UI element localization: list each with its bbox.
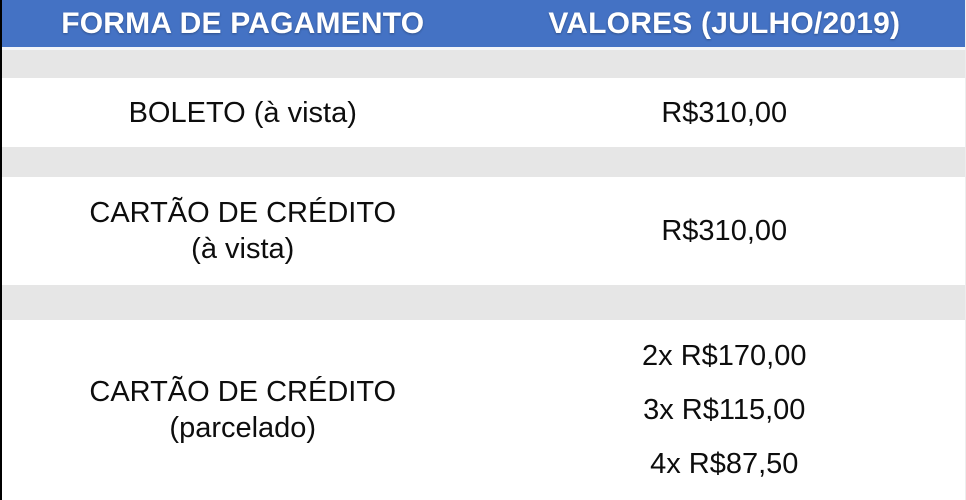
spacer-band [2,147,965,177]
header-label-values: VALORES (JULHO/2019) [548,6,901,40]
header-label-payment-method: FORMA DE PAGAMENTO [61,6,425,40]
header-separator [2,47,965,50]
method-sublabel: (à vista) [191,233,295,265]
table-header-row: FORMA DE PAGAMENTO VALORES (JULHO/2019) [2,0,965,47]
table-row-cartao-avista: CARTÃO DE CRÉDITO (à vista) R$310,00 [2,177,965,285]
method-label: BOLETO (à vista) [128,96,357,129]
method-cell: BOLETO (à vista) [2,78,484,147]
method-sublabel: (parcelado) [169,412,317,444]
value-cell: R$310,00 [484,177,966,285]
value-label: R$310,00 [661,215,788,247]
method-cell: CARTÃO DE CRÉDITO (parcelado) [2,320,484,500]
method-label: CARTÃO DE CRÉDITO [89,197,397,229]
value-label-installment-3x: 3x R$115,00 [643,394,806,426]
method-label: CARTÃO DE CRÉDITO [89,376,397,408]
value-cell: 2x R$170,00 3x R$115,00 4x R$87,50 [484,320,966,500]
spacer-band [2,285,965,320]
method-cell: CARTÃO DE CRÉDITO (à vista) [2,177,484,285]
header-cell-payment-method: FORMA DE PAGAMENTO [2,0,484,47]
spacer-band [2,50,965,78]
value-label-installment-2x: 2x R$170,00 [642,340,807,372]
table-row-boleto: BOLETO (à vista) R$310,00 [2,78,965,147]
header-cell-values: VALORES (JULHO/2019) [484,0,966,47]
value-label: R$310,00 [661,96,788,129]
value-cell: R$310,00 [484,78,966,147]
value-label-installment-4x: 4x R$87,50 [650,448,799,480]
table-row-cartao-parcelado: CARTÃO DE CRÉDITO (parcelado) 2x R$170,0… [2,320,965,500]
